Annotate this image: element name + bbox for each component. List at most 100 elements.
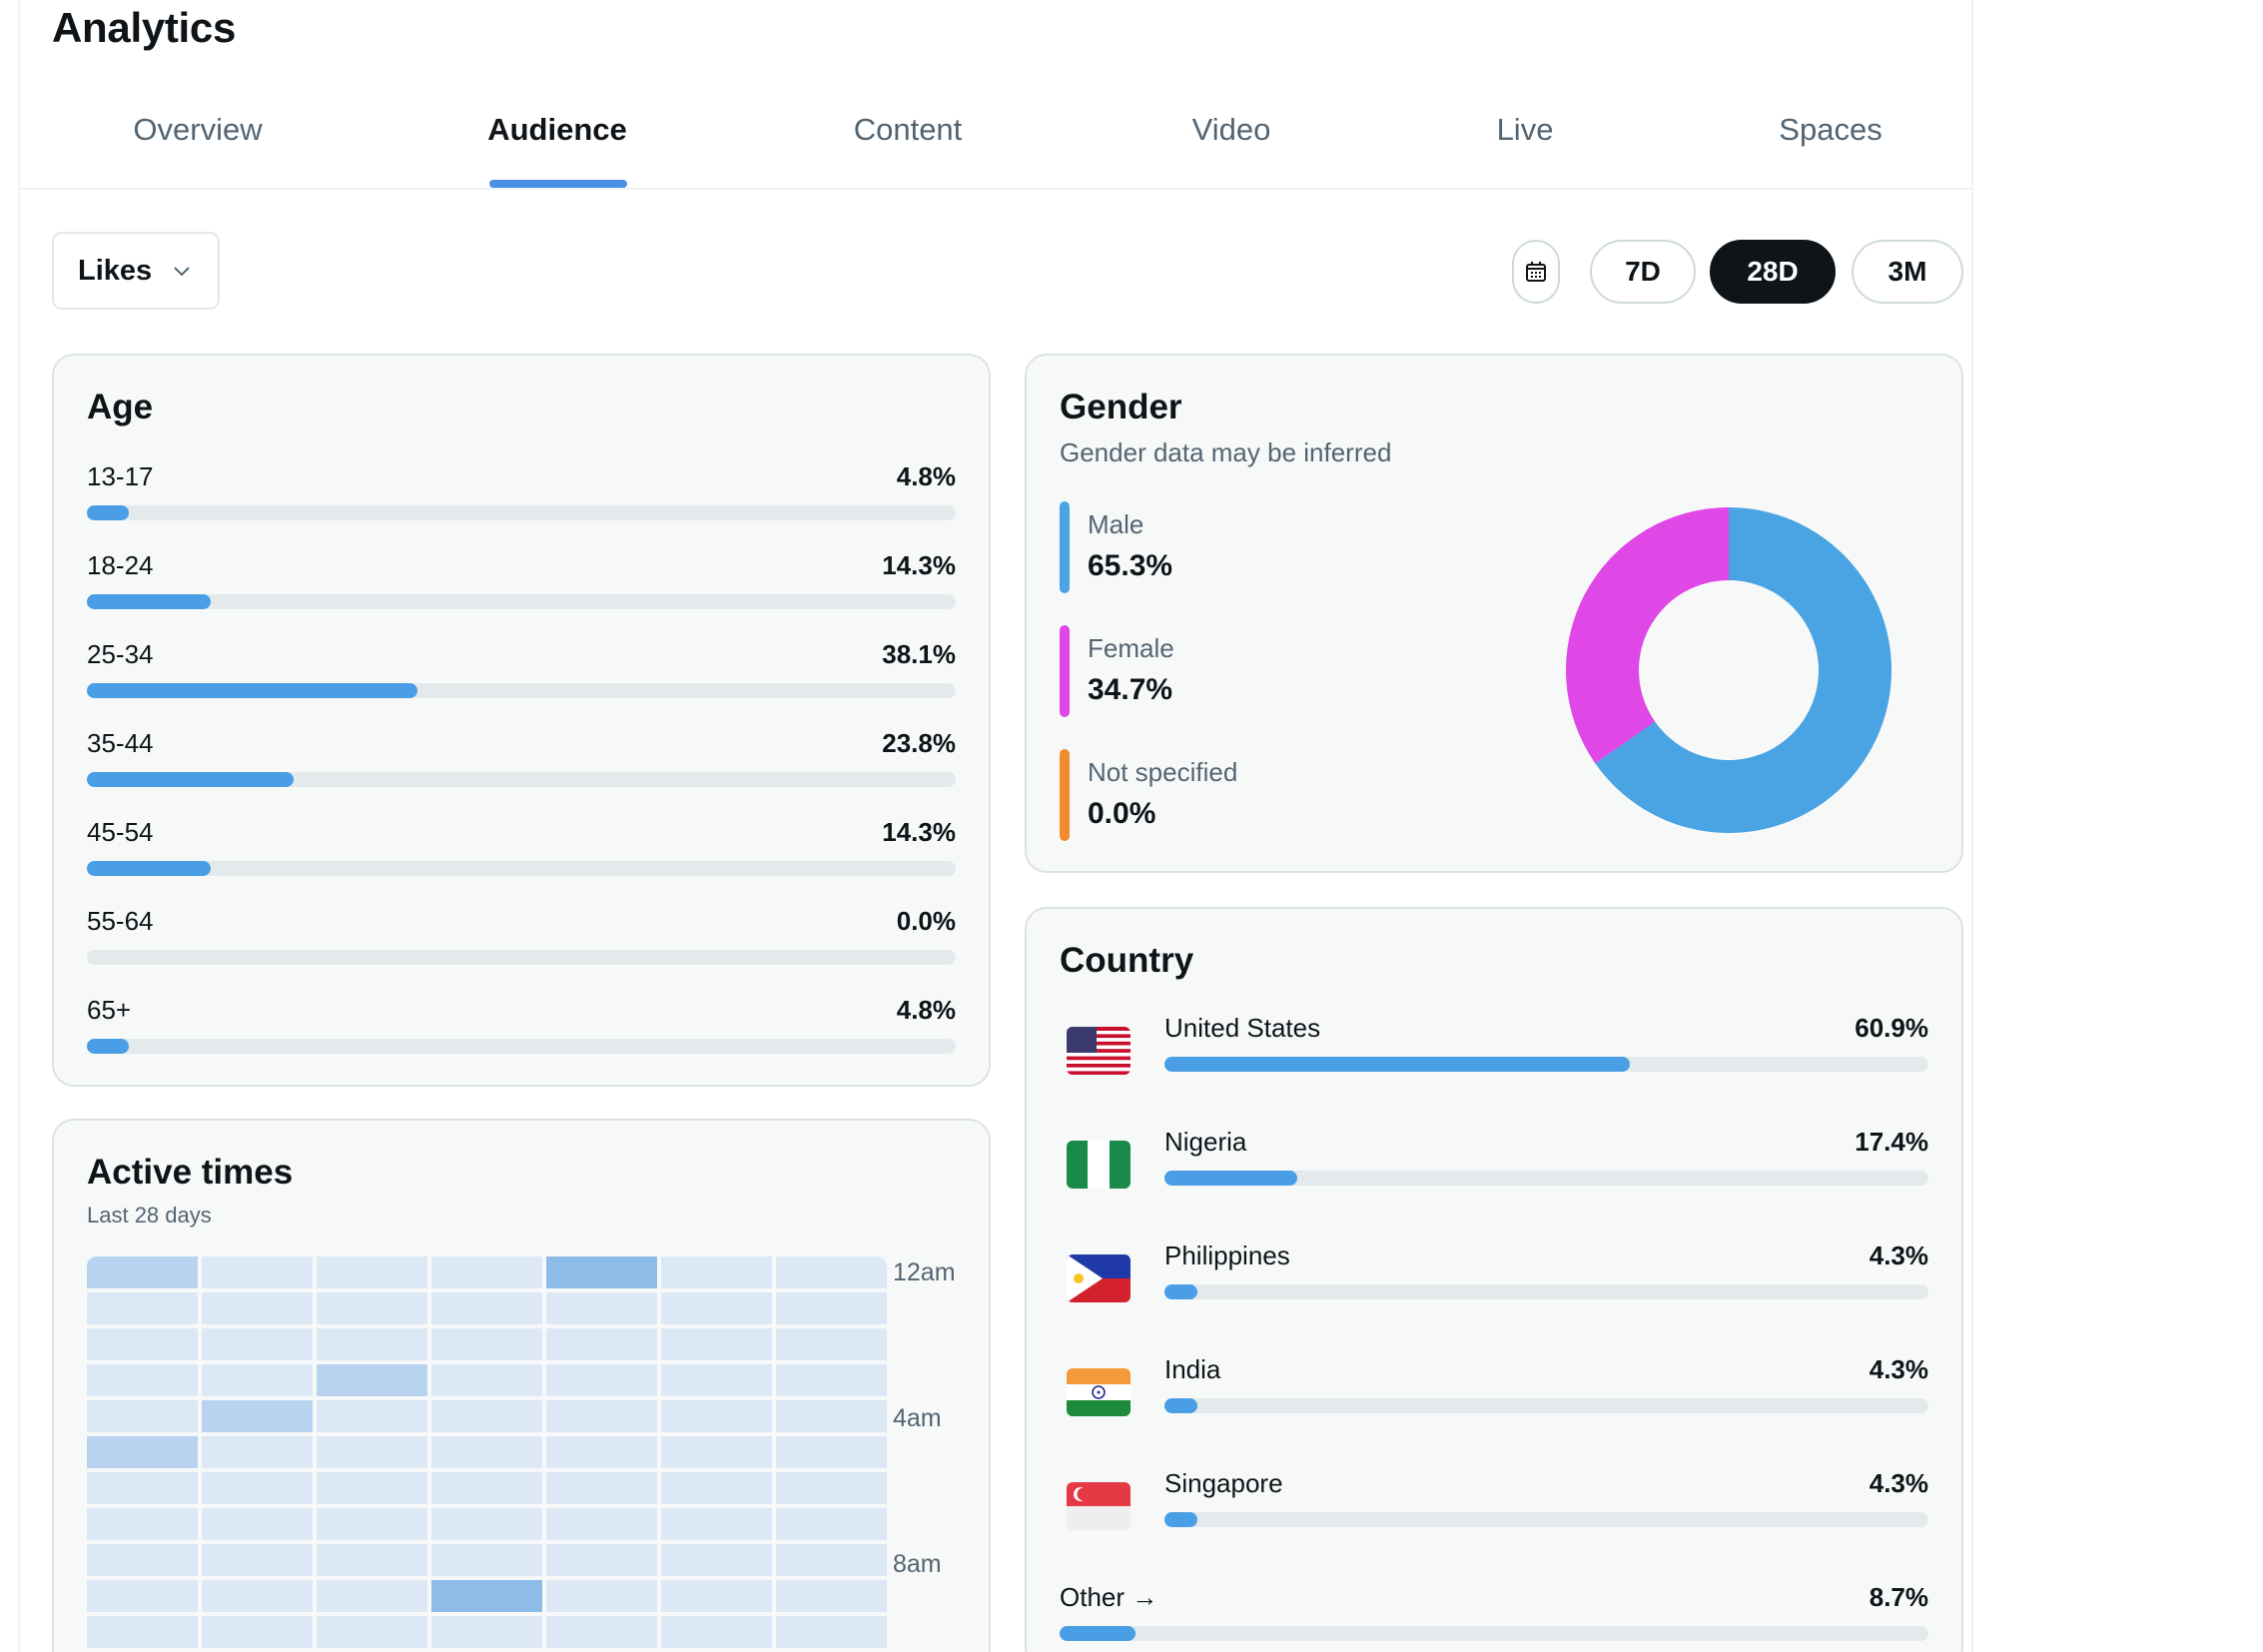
page-title: Analytics bbox=[52, 4, 237, 51]
heatmap-cell bbox=[317, 1292, 427, 1324]
country-bar-fill bbox=[1164, 1284, 1197, 1299]
heatmap-cell bbox=[776, 1508, 887, 1540]
tab-content[interactable]: Content bbox=[853, 112, 963, 147]
heatmap-cell bbox=[546, 1364, 657, 1396]
age-bar-track bbox=[87, 861, 956, 876]
country-bar-track bbox=[1164, 1512, 1928, 1527]
heatmap-cell bbox=[317, 1472, 427, 1504]
heatmap-cell bbox=[776, 1616, 887, 1648]
country-value: 17.4% bbox=[1855, 1127, 1928, 1157]
country-title: Country bbox=[1060, 941, 1194, 980]
heatmap-cell bbox=[202, 1472, 313, 1504]
heatmap-row bbox=[87, 1328, 891, 1360]
heatmap-cell bbox=[202, 1328, 313, 1360]
country-bar-fill bbox=[1164, 1398, 1197, 1413]
range-28d-button[interactable]: 28D bbox=[1710, 240, 1836, 304]
tab-bar: Overview Audience Content Video Live Spa… bbox=[20, 100, 1973, 190]
heatmap-cell bbox=[317, 1616, 427, 1648]
country-bar-track bbox=[1164, 1171, 1928, 1186]
heatmap-cell bbox=[87, 1328, 198, 1360]
heatmap-row bbox=[87, 1292, 891, 1324]
tab-spaces[interactable]: Spaces bbox=[1779, 112, 1883, 147]
heatmap-cell bbox=[431, 1580, 542, 1612]
tab-overview[interactable]: Overview bbox=[133, 112, 263, 147]
country-label: United States bbox=[1164, 1013, 1321, 1043]
tab-live[interactable]: Live bbox=[1496, 112, 1554, 147]
heatmap-cell bbox=[202, 1580, 313, 1612]
heatmap-cell bbox=[87, 1364, 198, 1396]
heatmap-cell bbox=[87, 1544, 198, 1576]
heatmap-cell bbox=[776, 1328, 887, 1360]
country-value: 4.3% bbox=[1869, 1468, 1928, 1498]
not-specified-color-swatch bbox=[1060, 749, 1070, 841]
heatmap-cell bbox=[776, 1292, 887, 1324]
range-3m-button[interactable]: 3M bbox=[1852, 240, 1963, 304]
age-range-label: 18-24 bbox=[87, 550, 154, 580]
heatmap-cell bbox=[776, 1400, 887, 1432]
gender-value: 0.0% bbox=[1088, 797, 1156, 830]
age-bar-track bbox=[87, 505, 956, 520]
india-flag-icon bbox=[1067, 1368, 1131, 1416]
female-color-swatch bbox=[1060, 625, 1070, 717]
heatmap-cell bbox=[317, 1328, 427, 1360]
heatmap-cell bbox=[661, 1436, 772, 1468]
age-bar-fill bbox=[87, 1039, 129, 1054]
age-bar-fill bbox=[87, 683, 418, 698]
heatmap-row bbox=[87, 1616, 891, 1648]
age-range-label: 13-17 bbox=[87, 461, 154, 491]
active-tab-indicator bbox=[489, 180, 627, 188]
age-bar-track bbox=[87, 772, 956, 787]
tab-video[interactable]: Video bbox=[1191, 112, 1271, 147]
active-times-title: Active times bbox=[87, 1153, 294, 1192]
country-value: 4.3% bbox=[1869, 1354, 1928, 1384]
heatmap-cell bbox=[87, 1508, 198, 1540]
heatmap-row bbox=[87, 1508, 891, 1540]
active-times-card: Active times Last 28 days 12am 4am 8am bbox=[52, 1119, 991, 1652]
heatmap-cell bbox=[661, 1544, 772, 1576]
heatmap-cell bbox=[431, 1508, 542, 1540]
calendar-button[interactable] bbox=[1512, 240, 1560, 304]
gender-title: Gender bbox=[1060, 388, 1182, 426]
heatmap-cell bbox=[546, 1400, 657, 1432]
heatmap-cell bbox=[776, 1472, 887, 1504]
age-range-value: 4.8% bbox=[896, 995, 956, 1025]
age-bar-fill bbox=[87, 772, 295, 787]
age-title: Age bbox=[87, 388, 154, 426]
age-range-label: 35-44 bbox=[87, 728, 154, 758]
age-range-label: 55-64 bbox=[87, 906, 154, 936]
age-range-value: 14.3% bbox=[882, 817, 956, 847]
heatmap-row bbox=[87, 1400, 891, 1432]
hour-label: 8am bbox=[893, 1550, 942, 1578]
other-bar-track bbox=[1060, 1626, 1928, 1641]
range-7d-button[interactable]: 7D bbox=[1590, 240, 1696, 304]
calendar-icon bbox=[1526, 262, 1546, 282]
heatmap-cell bbox=[546, 1508, 657, 1540]
country-label: Nigeria bbox=[1164, 1127, 1247, 1157]
heatmap-cell bbox=[87, 1616, 198, 1648]
heatmap-cell bbox=[431, 1256, 542, 1288]
heatmap-cell bbox=[317, 1364, 427, 1396]
other-countries-value: 8.7% bbox=[1869, 1582, 1928, 1612]
other-countries-link[interactable]: Other → bbox=[1060, 1582, 1158, 1612]
heatmap-cell bbox=[661, 1292, 772, 1324]
country-bar-track bbox=[1164, 1398, 1928, 1413]
heatmap-cell bbox=[661, 1328, 772, 1360]
heatmap-cell bbox=[431, 1436, 542, 1468]
age-range-value: 38.1% bbox=[882, 639, 956, 669]
gender-value: 65.3% bbox=[1088, 549, 1173, 582]
nigeria-flag-icon bbox=[1067, 1141, 1131, 1189]
metric-dropdown[interactable]: Likes bbox=[52, 232, 220, 310]
age-bar-fill bbox=[87, 594, 212, 609]
heatmap-row bbox=[87, 1544, 891, 1576]
heatmap-cell bbox=[202, 1364, 313, 1396]
hour-label: 12am bbox=[893, 1258, 956, 1286]
heatmap-cell bbox=[431, 1328, 542, 1360]
age-range-value: 0.0% bbox=[896, 906, 956, 936]
tab-audience[interactable]: Audience bbox=[487, 112, 627, 147]
age-bar-track bbox=[87, 1039, 956, 1054]
heatmap-cell bbox=[546, 1292, 657, 1324]
page-frame bbox=[18, 0, 1973, 1652]
country-bar-track bbox=[1164, 1057, 1928, 1072]
active-times-subtitle: Last 28 days bbox=[87, 1203, 212, 1228]
heatmap-cell bbox=[431, 1616, 542, 1648]
